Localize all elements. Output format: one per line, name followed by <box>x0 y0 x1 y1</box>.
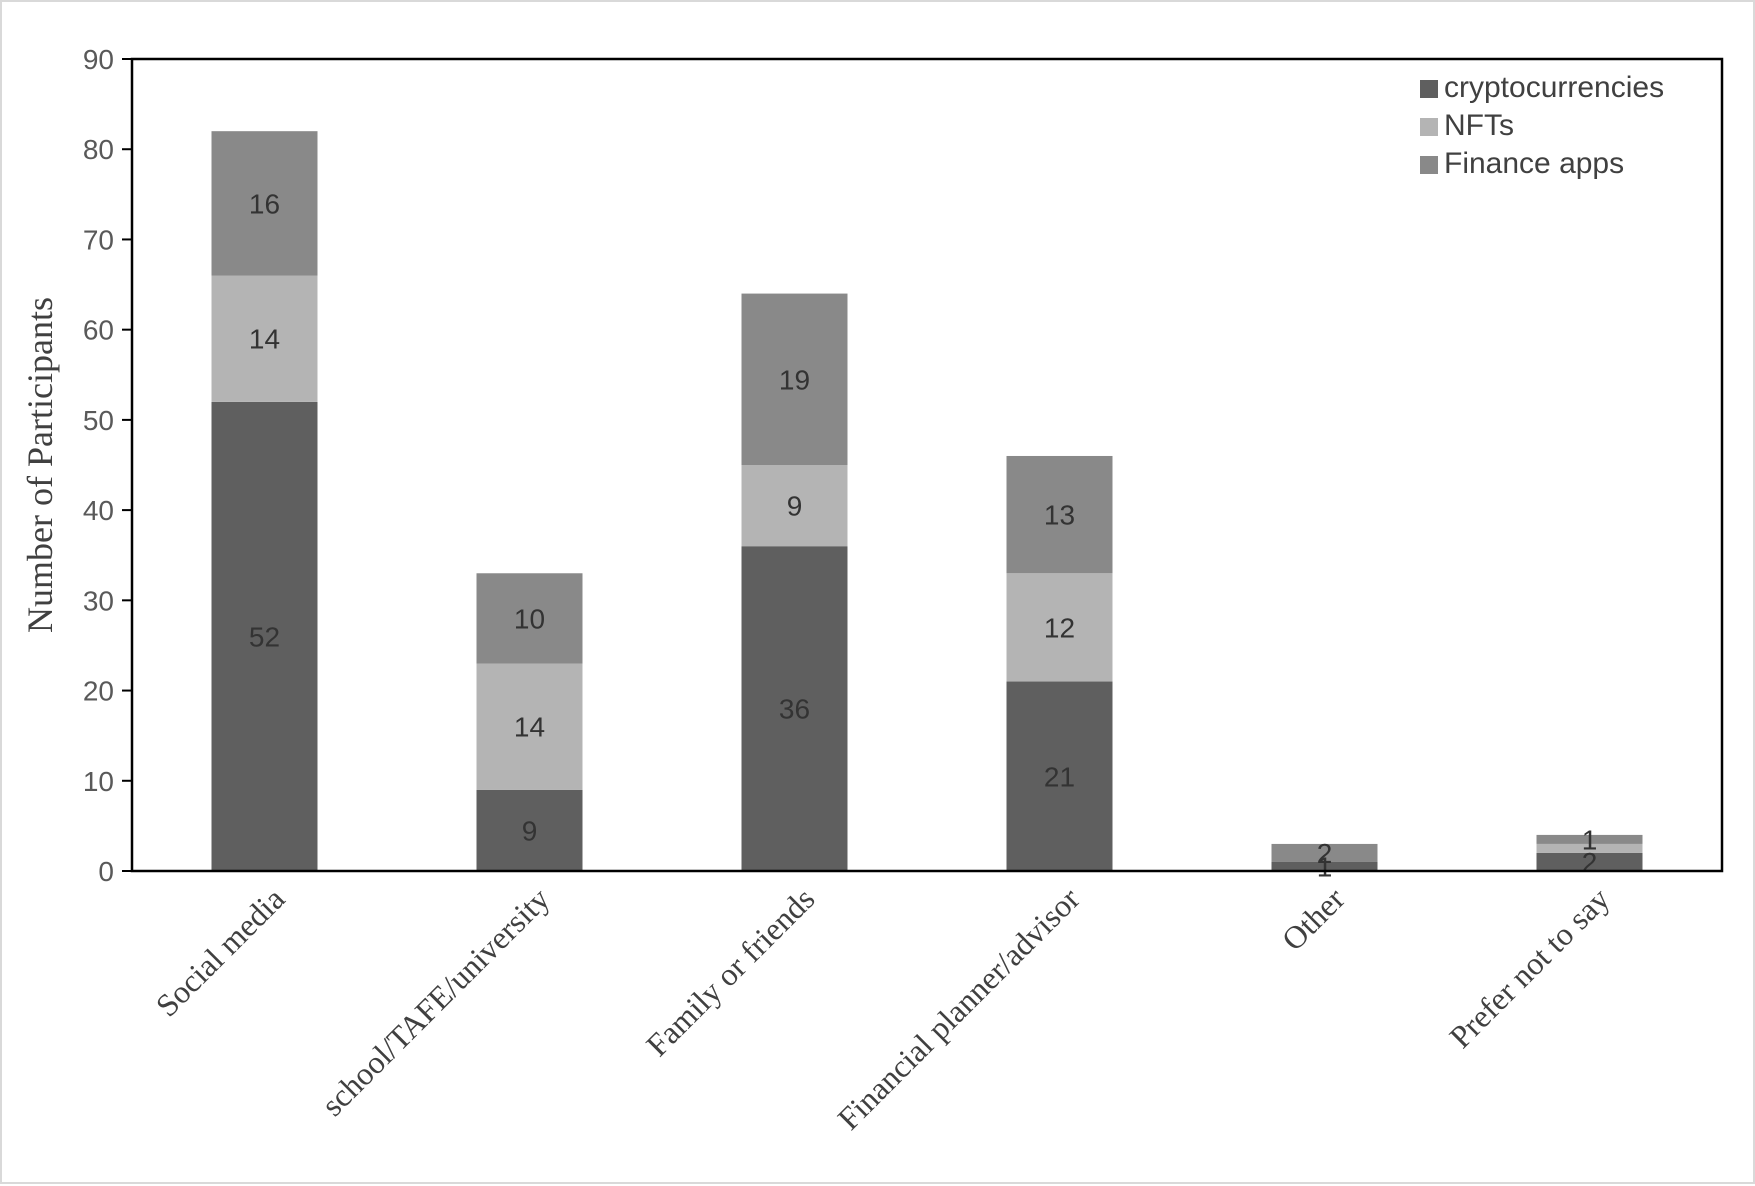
y-tick-label: 80 <box>83 134 114 165</box>
bar-segment-cryptocurrencies <box>1536 852 1643 871</box>
data-label: 12 <box>1044 612 1075 643</box>
bar-segment-nfts <box>1006 573 1113 682</box>
data-label: 1 <box>1317 851 1333 882</box>
bar-segment-nfts <box>211 275 318 402</box>
bars <box>211 131 1643 871</box>
y-tick-label: 50 <box>83 405 114 436</box>
y-axis-title: Number of Participants <box>20 297 60 633</box>
x-category-label: Social media <box>148 880 291 1023</box>
bar-segment-finance-apps <box>1006 455 1113 574</box>
plot-area-border <box>130 57 1724 873</box>
bar-segment-finance-apps <box>1271 843 1378 862</box>
y-tick-label: 20 <box>83 676 114 707</box>
y-tick-label: 40 <box>83 495 114 526</box>
bar-segment-cryptocurrencies <box>1271 861 1378 871</box>
data-label: 36 <box>779 694 810 725</box>
data-label: 9 <box>787 491 803 522</box>
x-axis-category-labels: Social media school/TAFE/university Family… <box>148 880 1616 1136</box>
y-tick-label: 30 <box>83 585 114 616</box>
data-label: 10 <box>514 603 545 634</box>
x-category-label: Prefer not to say <box>1442 880 1616 1054</box>
x-category-label: Other <box>1274 880 1351 957</box>
bar-segment-finance-apps <box>211 131 318 276</box>
data-label: 9 <box>522 815 538 846</box>
bar-segment-nfts <box>1536 843 1643 853</box>
y-axis-ticks: 0 10 20 30 40 50 60 70 80 90 <box>83 44 132 887</box>
data-label: 16 <box>249 188 280 219</box>
y-tick-label: 60 <box>83 315 114 346</box>
legend-label: NFTs <box>1444 109 1514 142</box>
legend-swatch <box>1420 80 1438 98</box>
x-category-label: school/TAFE/university <box>314 880 556 1122</box>
legend-swatch <box>1420 118 1438 136</box>
legend: cryptocurrencies NFTs Finance apps <box>1420 71 1664 180</box>
data-label: 19 <box>779 364 810 395</box>
bar-segment-finance-apps <box>741 293 848 465</box>
y-tick-label: 90 <box>83 44 114 75</box>
bar-segment-finance-apps <box>476 573 583 664</box>
x-category-label: Financial planner/advisor <box>830 880 1086 1136</box>
y-tick-label: 10 <box>83 766 114 797</box>
bar-segment-cryptocurrencies <box>476 789 583 871</box>
y-tick-label: 70 <box>83 224 114 255</box>
bar-segment-finance-apps <box>1536 834 1643 844</box>
bar-segment-nfts <box>741 465 848 547</box>
bar-segment-cryptocurrencies <box>741 546 848 871</box>
data-label: 21 <box>1044 761 1075 792</box>
data-label: 1 <box>1582 824 1598 855</box>
legend-label: cryptocurrencies <box>1444 71 1664 104</box>
bar-segment-nfts <box>476 663 583 790</box>
data-label: 14 <box>249 324 280 355</box>
data-label: 52 <box>249 621 280 652</box>
data-label: 14 <box>514 712 545 743</box>
y-tick-label: 0 <box>98 856 114 887</box>
legend-label: Finance apps <box>1444 147 1624 180</box>
bar-segment-cryptocurrencies <box>211 401 318 871</box>
x-category-label: Family or friends <box>639 880 822 1063</box>
bar-segment-cryptocurrencies <box>1006 681 1113 871</box>
data-label: 13 <box>1044 500 1075 531</box>
legend-swatch <box>1420 156 1438 174</box>
data-label: 2 <box>1317 838 1333 869</box>
